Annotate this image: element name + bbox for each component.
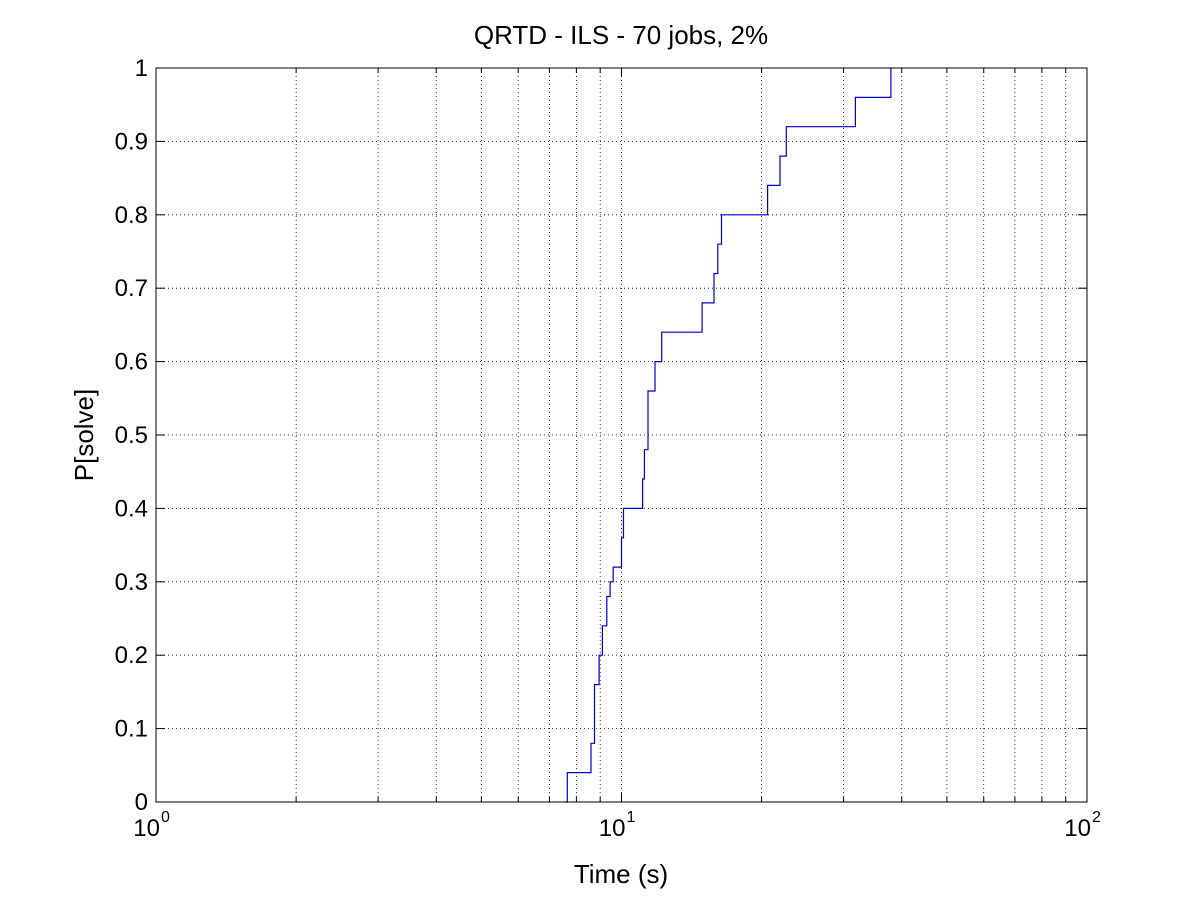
series-line [564,68,892,803]
x-tick-label: 10 [1064,815,1091,842]
y-tick-label: 1 [135,55,148,82]
y-tick-label: 0.7 [115,275,148,302]
y-tick-label: 0.6 [115,349,148,376]
y-tick-label: 0.8 [115,202,148,229]
y-tick-label: 0.1 [115,716,148,743]
y-tick-label: 0.9 [115,128,148,155]
plot-frame [155,67,1088,803]
x-tick-label: 10 [133,815,160,842]
y-tick-label: 0.3 [115,569,148,596]
y-tick-label: 0.2 [115,642,148,669]
x-tick-label-exponent: 1 [627,809,636,826]
x-axis-label: Time (s) [574,859,668,889]
chart-title: QRTD - ILS - 70 jobs, 2% [474,20,768,50]
y-tick-label: 0.5 [115,422,148,449]
y-tick-label: 0.4 [115,495,148,522]
x-tick-label-exponent: 0 [161,809,170,826]
x-tick-label-exponent: 2 [1092,809,1101,826]
x-tick-label: 10 [599,815,626,842]
y-tick-label: 0 [135,789,148,816]
y-axis-label: P[solve] [69,389,99,482]
